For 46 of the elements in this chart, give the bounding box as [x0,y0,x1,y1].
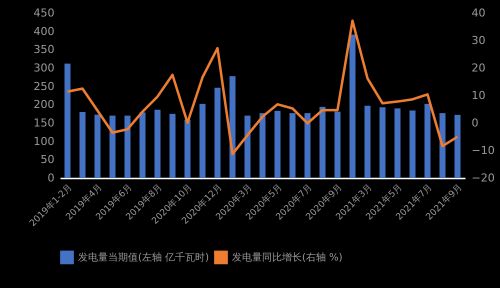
bar [124,116,130,178]
y-tick-label: 100 [34,134,54,148]
bar [424,104,430,178]
y2-tick-label: −10 [472,144,495,157]
y-tick-label: 0 [48,172,54,184]
bar [214,88,220,178]
y2-tick-label: 10 [472,89,486,102]
y-tick-label: 300 [34,62,54,74]
bar [94,114,100,178]
bar [440,113,446,178]
bar [184,120,190,178]
bar [364,106,370,178]
bar [320,106,326,178]
y2-tick-label: 20 [472,62,486,74]
bar [274,110,280,178]
bar [154,110,160,178]
bar [410,110,416,178]
y-tick-label: 150 [34,116,54,130]
bar [334,112,340,178]
bar [380,107,386,178]
bar [244,116,250,178]
y2-tick-label: 0 [472,116,478,130]
y-tick-label: 450 [34,6,54,20]
bar [290,113,296,178]
bar [260,113,266,178]
y2-tick-label: 40 [472,6,486,20]
y2-tick-label: −20 [472,172,495,184]
legend-label: 发电量同比增长(右轴 %) [232,251,343,264]
bar [110,116,116,178]
bar [454,114,460,178]
bar [394,108,400,178]
y2-tick-label: 30 [472,34,486,47]
bar [140,112,146,178]
bar [304,113,310,178]
legend-label: 发电量当期值(左轴 亿千瓦时) [78,251,210,264]
y-tick-label: 50 [40,153,54,166]
bar [350,34,356,178]
y-tick-label: 400 [34,24,54,38]
bar [80,112,86,178]
y-tick-label: 250 [34,80,54,93]
bar [64,64,70,178]
y-tick-label: 200 [34,98,54,112]
line-series [66,19,459,156]
y-tick-label: 350 [34,43,54,56]
bar [170,114,176,178]
bar [200,104,206,178]
